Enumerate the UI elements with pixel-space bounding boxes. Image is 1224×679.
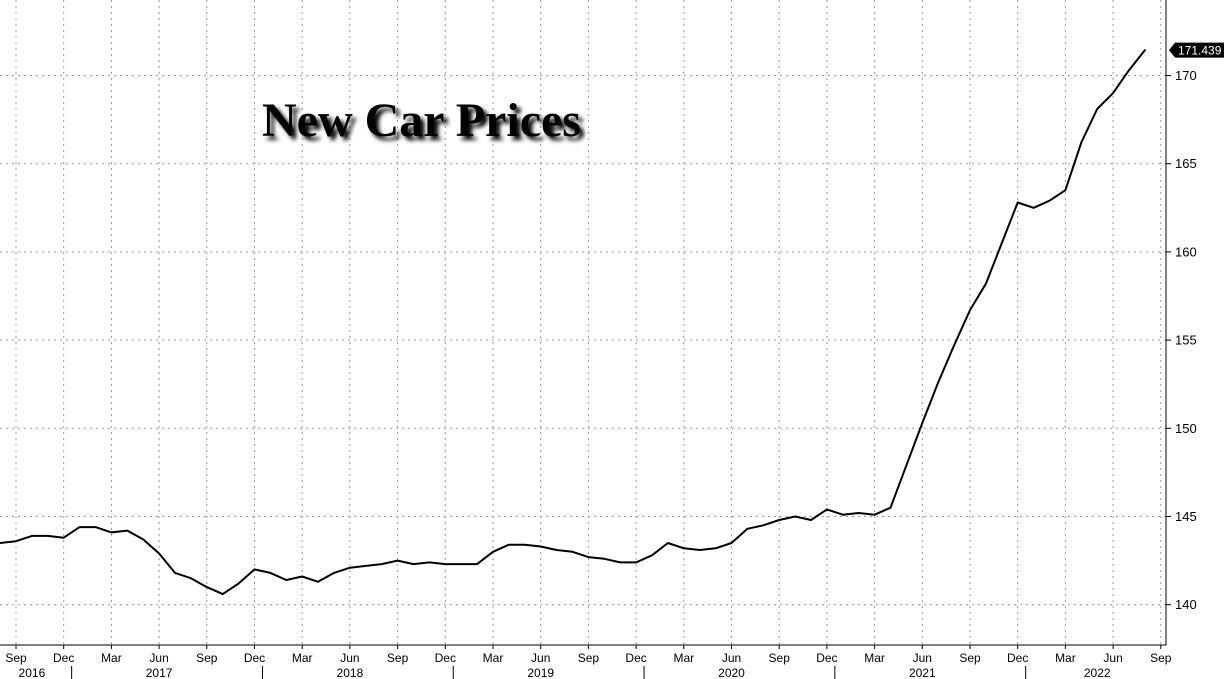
axes	[0, 0, 1167, 646]
x-year-label: 2017	[146, 666, 173, 679]
x-axis-ticks: Sep Dec Mar Jun Sep Dec Mar Jun Sep Dec Mar Jun Sep D…	[5, 645, 1172, 679]
y-tick-label: 155	[1175, 333, 1197, 348]
x-year-label: 2021	[909, 666, 936, 679]
x-month-label: Mar	[1055, 651, 1076, 665]
x-month-label: Dec	[435, 651, 456, 665]
x-month-label: Sep	[1150, 651, 1172, 665]
x-month-label: Jun	[340, 651, 359, 665]
x-month-label: Mar	[483, 651, 504, 665]
chart-title: New Car Prices	[262, 94, 581, 147]
y-tick-label: 165	[1175, 156, 1197, 171]
x-month-label: Jun	[531, 651, 550, 665]
x-month-label: Mar	[292, 651, 313, 665]
x-month-label: Dec	[244, 651, 265, 665]
last-value-badge: 171.439	[1169, 42, 1224, 58]
x-month-label: Jun	[149, 651, 168, 665]
y-axis-ticks: 140 145 150 155 160 165 170	[1166, 68, 1197, 612]
y-tick-label: 150	[1175, 421, 1197, 436]
x-month-label: Jun	[1103, 651, 1122, 665]
chart-title-shadow: New Car Prices	[266, 98, 585, 151]
y-tick-label: 170	[1175, 68, 1197, 83]
y-tick-label: 160	[1175, 244, 1197, 259]
series-line	[0, 49, 1146, 596]
x-month-label: Jun	[913, 651, 932, 665]
x-month-label: Sep	[578, 651, 600, 665]
x-month-label: Mar	[673, 651, 694, 665]
x-year-label: 2020	[718, 666, 745, 679]
x-month-label: Dec	[1007, 651, 1028, 665]
x-month-label: Sep	[5, 651, 27, 665]
x-month-label: Mar	[101, 651, 122, 665]
x-month-label: Sep	[959, 651, 981, 665]
x-month-label: Dec	[625, 651, 646, 665]
x-month-label: Dec	[53, 651, 74, 665]
x-month-label: Mar	[864, 651, 885, 665]
y-tick-label: 140	[1175, 597, 1197, 612]
x-month-label: Sep	[769, 651, 791, 665]
x-month-label: Sep	[196, 651, 218, 665]
x-month-label: Jun	[722, 651, 741, 665]
last-value-label: 171.439	[1178, 44, 1222, 58]
x-month-label: Sep	[387, 651, 409, 665]
series-layer	[0, 49, 1146, 596]
x-year-label: 2019	[527, 666, 554, 679]
x-year-label: 2018	[337, 666, 364, 679]
gridlines	[0, 0, 1166, 645]
x-year-label: 2016	[19, 666, 46, 679]
x-month-label: Dec	[816, 651, 837, 665]
last-value-badge-shape	[1169, 42, 1224, 58]
x-year-label: 2022	[1084, 666, 1111, 679]
y-tick-label: 145	[1175, 509, 1197, 524]
